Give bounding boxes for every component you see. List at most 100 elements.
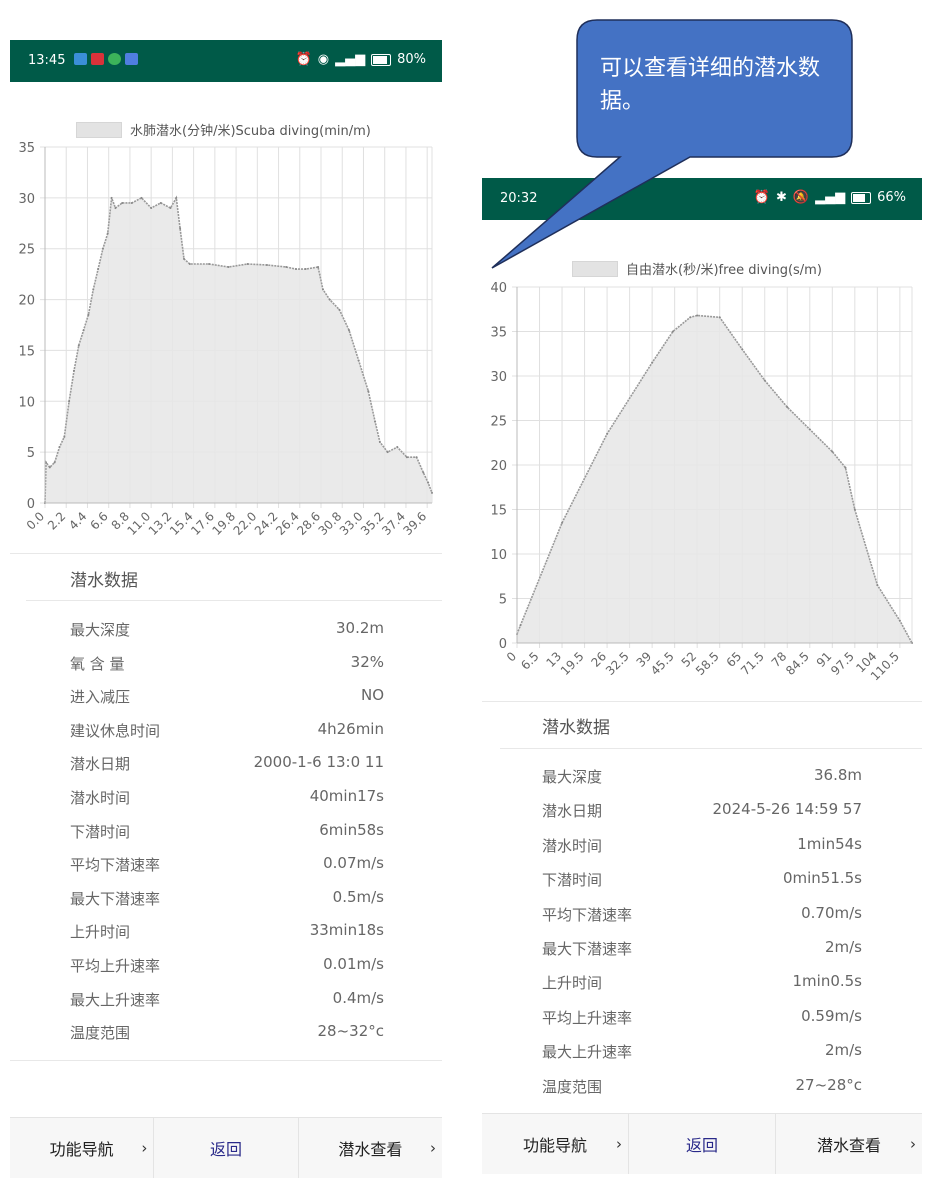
status-bar: 13:45 ⏰ ◉ ▂▄▆ 80% [10, 40, 442, 82]
area-fill [517, 315, 912, 643]
data-point [831, 450, 834, 453]
row-value: 2024-5-26 14:59 57 [712, 800, 862, 819]
y-tick-label: 35 [490, 326, 507, 341]
bottom-nav: 功能导航 › 返回 潜水查看 › [482, 1113, 922, 1174]
chevron-right-icon: › [141, 1139, 148, 1157]
taobao-icon [91, 53, 104, 65]
function-nav-button[interactable]: 功能导航 › [482, 1114, 629, 1174]
x-tick-label: 84.5 [783, 649, 812, 678]
x-tick-label: 2.2 [45, 509, 68, 532]
row-label: 平均上升速率 [542, 1008, 633, 1027]
data-row: 建议休息时间 4h26min [70, 720, 384, 740]
data-row: 平均上升速率 0.01m/s [70, 955, 384, 975]
data-row: 潜水时间 40min17s [70, 787, 384, 807]
data-row: 温度范围 28~32°c [70, 1022, 384, 1042]
back-label: 返回 [209, 1140, 242, 1159]
dive-view-label: 潜水查看 [338, 1140, 403, 1159]
row-label: 潜水日期 [70, 755, 131, 774]
data-point [48, 466, 51, 469]
data-point [386, 451, 389, 454]
y-tick-label: 25 [490, 415, 507, 430]
data-point [58, 446, 61, 449]
row-value: 6min58s [319, 820, 384, 839]
data-point [763, 379, 766, 382]
data-row: 最大下潜速率 0.5m/s [70, 888, 384, 908]
back-button[interactable]: 返回 [629, 1114, 776, 1174]
freedive-phone-screen: 20:32 ⏰ ✱ 🔕 ▂▄▆ 66% 自由潜水(秒/米)free diving… [482, 178, 922, 1174]
battery-percent: 66% [877, 190, 906, 205]
data-point [431, 491, 433, 494]
y-tick-label: 10 [490, 548, 507, 563]
x-tick-label: 39.6 [401, 509, 430, 538]
data-row: 下潜时间 0min51.5s [542, 869, 862, 889]
y-tick-label: 30 [18, 192, 35, 207]
dive-view-label: 潜水查看 [816, 1136, 881, 1155]
row-value: 33min18s [309, 921, 384, 940]
row-value: 4h26min [317, 719, 384, 738]
data-row: 上升时间 1min0.5s [542, 972, 862, 992]
row-value: 2m/s [824, 1041, 862, 1060]
row-label: 最大深度 [542, 768, 603, 786]
data-point [304, 268, 307, 271]
chart-legend[interactable]: 水肺潜水(分钟/米)Scuba diving(min/m) [76, 120, 371, 139]
data-point [328, 298, 331, 301]
function-nav-label: 功能导航 [49, 1140, 114, 1159]
y-tick-label: 20 [18, 294, 35, 309]
data-point [853, 508, 856, 511]
row-value: 36.8m [813, 766, 862, 784]
row-label: 最大下潜速率 [70, 889, 161, 908]
x-tick-label: 45.5 [648, 649, 677, 678]
x-tick-label: 19.5 [558, 649, 587, 678]
dive-view-button[interactable]: 潜水查看 › [299, 1118, 442, 1178]
x-tick-label: 58.5 [693, 649, 722, 678]
y-tick-label: 25 [18, 243, 35, 258]
row-label: 潜水时间 [542, 836, 603, 855]
scuba-phone-screen: 13:45 ⏰ ◉ ▂▄▆ 80% 水肺潜水(分钟/米)Scuba diving… [10, 40, 442, 1178]
row-label: 上升时间 [70, 923, 131, 942]
data-point [159, 201, 162, 204]
data-point [68, 400, 71, 403]
mail-icon [125, 53, 138, 65]
data-point [77, 344, 80, 347]
row-value: 32% [350, 652, 384, 671]
x-tick-label: 97.5 [828, 649, 857, 678]
divider [482, 701, 922, 702]
data-point [227, 266, 230, 269]
data-point [427, 481, 430, 484]
row-value: 0.5m/s [332, 887, 384, 906]
row-label: 最大上升速率 [542, 1043, 633, 1062]
data-point [405, 456, 408, 459]
y-tick-label: 15 [490, 504, 507, 519]
divider [10, 1060, 442, 1061]
data-point [246, 262, 249, 265]
y-tick-label: 0 [499, 637, 507, 652]
row-value: 1min0.5s [792, 972, 863, 991]
row-label: 温度范围 [542, 1077, 603, 1096]
alarm-icon: ⏰ [295, 52, 312, 67]
y-tick-label: 35 [18, 141, 35, 156]
area-fill [45, 197, 432, 503]
x-tick-label: 6.6 [87, 509, 110, 532]
data-row: 最大上升速率 2m/s [542, 1041, 862, 1061]
y-tick-label: 5 [27, 446, 35, 461]
function-nav-button[interactable]: 功能导航 › [10, 1118, 155, 1178]
row-value: 2m/s [824, 938, 862, 956]
data-point [357, 359, 360, 362]
status-time: 13:45 [28, 53, 66, 68]
dive-view-button[interactable]: 潜水查看 › [776, 1114, 922, 1174]
data-point [718, 316, 721, 319]
notification-icons [74, 53, 138, 65]
back-button[interactable]: 返回 [154, 1118, 299, 1178]
data-point [265, 263, 268, 266]
legend-swatch [76, 121, 122, 138]
data-point [348, 329, 351, 332]
data-row: 最大下潜速率 2m/s [542, 938, 862, 958]
scuba-depth-chart: 051015202530350.02.24.46.68.811.013.215.… [18, 141, 433, 538]
data-point [321, 288, 324, 291]
data-point [367, 390, 370, 393]
data-row: 氧 含 量 32% [70, 653, 384, 673]
shield-icon [108, 53, 121, 65]
back-label: 返回 [685, 1136, 718, 1155]
row-label: 潜水时间 [70, 789, 131, 807]
